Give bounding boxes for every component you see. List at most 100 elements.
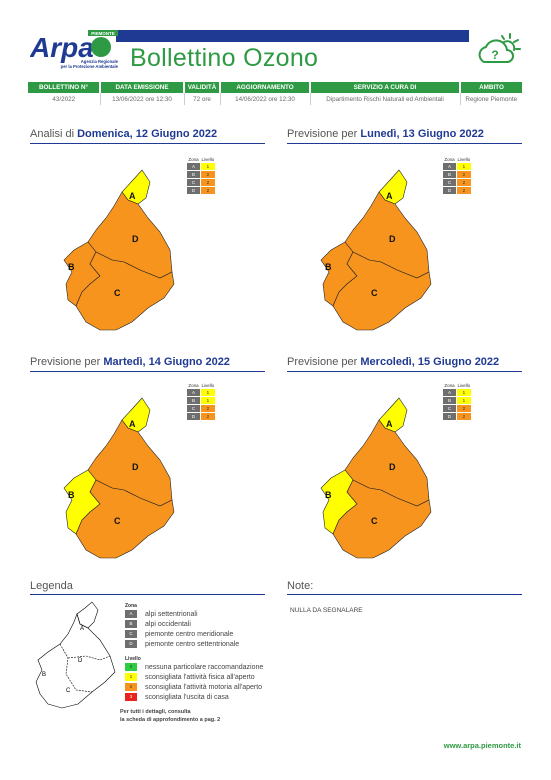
zone-table-header: Zona [188, 383, 199, 388]
zone-level-table: Zona Livello A 1 B 1 C 2 D 2 [442, 383, 472, 421]
zone-level: 2 [456, 186, 472, 195]
zone-label: C [114, 516, 121, 526]
zone-label: C [371, 288, 378, 298]
level-code: 2 [125, 683, 137, 691]
zone-level: 2 [200, 178, 216, 187]
zone-code: D [186, 412, 201, 421]
zone-code: A [125, 610, 137, 618]
zone-code: A [186, 388, 201, 397]
ambito-value: Regione Piemonte [465, 95, 518, 103]
zone-code: A [442, 388, 457, 397]
footer-url[interactable]: www.arpa.piemonte.it [443, 741, 521, 750]
zone-label: A [386, 191, 393, 201]
logo-region: PIEMONTE [91, 31, 115, 36]
zone-label: A [129, 191, 136, 201]
zone-level: 2 [200, 404, 216, 413]
zone-table-header: Zona [444, 383, 455, 388]
zone-label: A [129, 419, 136, 429]
col-header-validita: VALIDITÀ [184, 82, 221, 93]
panel-date: Martedì, 14 Giugno 2022 [103, 356, 230, 368]
col-header-servizio: SERVIZIO A CURA DI [310, 82, 461, 93]
level-label: sconsigliata l'attività motoria all'aper… [145, 683, 263, 691]
zone-level: 2 [456, 404, 472, 413]
legend-title: Legenda [30, 580, 73, 592]
zone-c-area [75, 479, 175, 559]
bulletin-info-table: BOLLETTINO N° DATA EMISSIONE VALIDITÀ AG… [28, 82, 522, 105]
logo-text: Arpa [30, 32, 94, 63]
panel-date: Lunedì, 13 Giugno 2022 [360, 128, 484, 140]
level-label: sconsigliata l'attività fisica all'apert… [145, 673, 255, 681]
zone-code: C [186, 178, 201, 187]
legend-livello-title: Livello [125, 656, 141, 662]
zone-code: C [186, 404, 201, 413]
zone-level-table: Zona Livello A 1 B 1 C 2 D 2 [186, 383, 216, 421]
zone-label: B [325, 490, 332, 500]
zone-code: D [125, 640, 137, 648]
zone-level: 1 [456, 396, 472, 405]
zone-code: D [186, 186, 201, 195]
zone-code: B [186, 396, 201, 405]
level-code: 3 [125, 693, 137, 701]
zone-level: 2 [200, 170, 216, 179]
zone-level: 2 [456, 412, 472, 421]
level-code: 1 [125, 673, 137, 681]
col-header-bollettino: BOLLETTINO N° [28, 82, 101, 93]
panel-divider [287, 143, 522, 144]
zone-code: B [442, 170, 457, 179]
header-bar [116, 30, 469, 42]
zone-level: 1 [200, 162, 216, 171]
zone-label: alpi occidentali [145, 620, 191, 628]
zone-map: A B C D [60, 160, 182, 341]
zone-label: D [389, 234, 396, 244]
zone-level: 2 [456, 170, 472, 179]
legend-zona-title: Zona [125, 603, 137, 609]
panel-title: Analisi di Domenica, 12 Giugno 2022 [30, 128, 217, 140]
level-code: 0 [125, 663, 137, 671]
panel-prefix: Analisi di [30, 128, 75, 140]
legend-map-label: A [80, 626, 84, 632]
legend-level-row: 0 nessuna particolare raccomandazione [125, 663, 263, 671]
zone-map: A B C D [317, 388, 439, 569]
panel-title: Previsione per Martedì, 14 Giugno 2022 [30, 356, 230, 368]
zone-table-header: Livello [457, 157, 471, 162]
panel-title: Previsione per Mercoledì, 15 Giugno 2022 [287, 356, 499, 368]
zone-level: 2 [456, 178, 472, 187]
legend-map: A B C D [30, 600, 125, 715]
arpa-logo[interactable]: Arpa PIEMONTE Agenzia Regionale per la P… [29, 30, 120, 72]
zone-code: A [186, 162, 201, 171]
zone-label: piemonte centro settentrionale [145, 640, 240, 648]
zone-label: A [386, 419, 393, 429]
svg-text:?: ? [491, 48, 498, 62]
notes-title: Note: [287, 580, 314, 592]
legend-level-row: 3 sconsigliata l'uscita di casa [125, 693, 229, 701]
zone-code: B [186, 170, 201, 179]
panel-prefix: Previsione per [30, 356, 101, 368]
col-header-data-emissione: DATA EMISSIONE [100, 82, 185, 93]
legend-note-line: Per tutti i dettagli, consulta [120, 709, 191, 715]
legend-level-row: 1 sconsigliata l'attività fisica all'aper… [125, 673, 255, 681]
zone-label: D [132, 462, 139, 472]
validita-value: 72 ore [184, 93, 221, 105]
zone-map: A B C D [317, 160, 439, 341]
panel-divider [30, 143, 265, 144]
zone-code: D [442, 186, 457, 195]
legend-divider [30, 594, 265, 595]
zone-label: B [68, 262, 75, 272]
zone-level: 1 [200, 396, 216, 405]
panel-divider [287, 371, 522, 372]
panel-date: Mercoledì, 15 Giugno 2022 [360, 356, 500, 368]
